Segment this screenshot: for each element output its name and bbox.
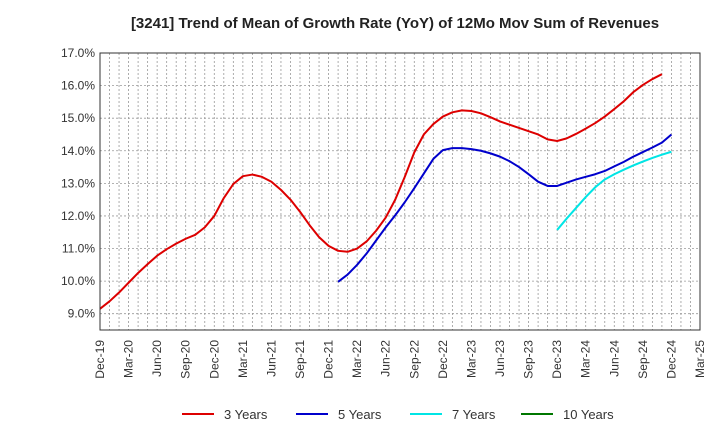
- x-tick-label: Dec-20: [207, 340, 221, 379]
- x-tick-label: Dec-21: [322, 340, 336, 379]
- y-tick-label: 12.0%: [61, 209, 95, 223]
- x-tick-label: Sep-24: [636, 340, 650, 379]
- x-tick-label: Sep-23: [522, 340, 536, 379]
- legend: 3 Years 5 Years 7 Years 10 Years: [182, 407, 614, 422]
- x-tick-label: Mar-22: [350, 340, 364, 378]
- grid: [100, 52, 700, 330]
- y-tick-label: 10.0%: [61, 274, 95, 288]
- x-tick-label: Mar-23: [464, 340, 478, 378]
- y-axis: 9.0% 10.0% 11.0% 12.0% 13.0% 14.0% 15.0% 16.0% 1…: [61, 46, 95, 321]
- y-tick-label: 16.0%: [61, 79, 95, 93]
- x-tick-label: Jun-24: [607, 340, 621, 377]
- y-tick-label: 13.0%: [61, 176, 95, 190]
- legend-label: 7 Years: [452, 407, 496, 422]
- series-lines: [99, 73, 673, 310]
- x-tick-label: Dec-23: [550, 340, 564, 379]
- x-axis: Dec-19 Mar-20 Jun-20 Sep-20 Dec-20 Mar-21 Jun-…: [93, 340, 707, 379]
- series-line-7-years: [556, 150, 672, 231]
- x-tick-label: Jun-20: [150, 340, 164, 377]
- x-tick-label: Sep-22: [407, 340, 421, 379]
- x-tick-label: Sep-21: [293, 340, 307, 379]
- legend-label: 10 Years: [563, 407, 614, 422]
- y-tick-label: 9.0%: [68, 307, 96, 321]
- legend-label: 3 Years: [224, 407, 268, 422]
- x-tick-label: Jun-22: [379, 340, 393, 377]
- x-tick-label: Jun-23: [493, 340, 507, 377]
- x-tick-label: Mar-21: [236, 340, 250, 378]
- x-tick-label: Sep-20: [179, 340, 193, 379]
- x-tick-label: Mar-25: [693, 340, 707, 378]
- x-tick-label: Mar-24: [579, 340, 593, 378]
- y-tick-label: 15.0%: [61, 111, 95, 125]
- series-line-3-years: [99, 73, 663, 310]
- y-tick-label: 14.0%: [61, 144, 95, 158]
- y-tick-label: 17.0%: [61, 46, 95, 60]
- x-tick-label: Dec-22: [436, 340, 450, 379]
- x-tick-label: Dec-24: [664, 340, 678, 379]
- x-tick-label: Dec-19: [93, 340, 107, 379]
- series-line-5-years: [337, 133, 673, 283]
- chart-title: [3241] Trend of Mean of Growth Rate (YoY…: [131, 15, 659, 32]
- x-tick-label: Jun-21: [264, 340, 278, 377]
- y-tick-label: 11.0%: [62, 242, 95, 256]
- x-tick-label: Mar-20: [122, 340, 136, 378]
- plot-area: [99, 52, 701, 331]
- legend-label: 5 Years: [338, 407, 382, 422]
